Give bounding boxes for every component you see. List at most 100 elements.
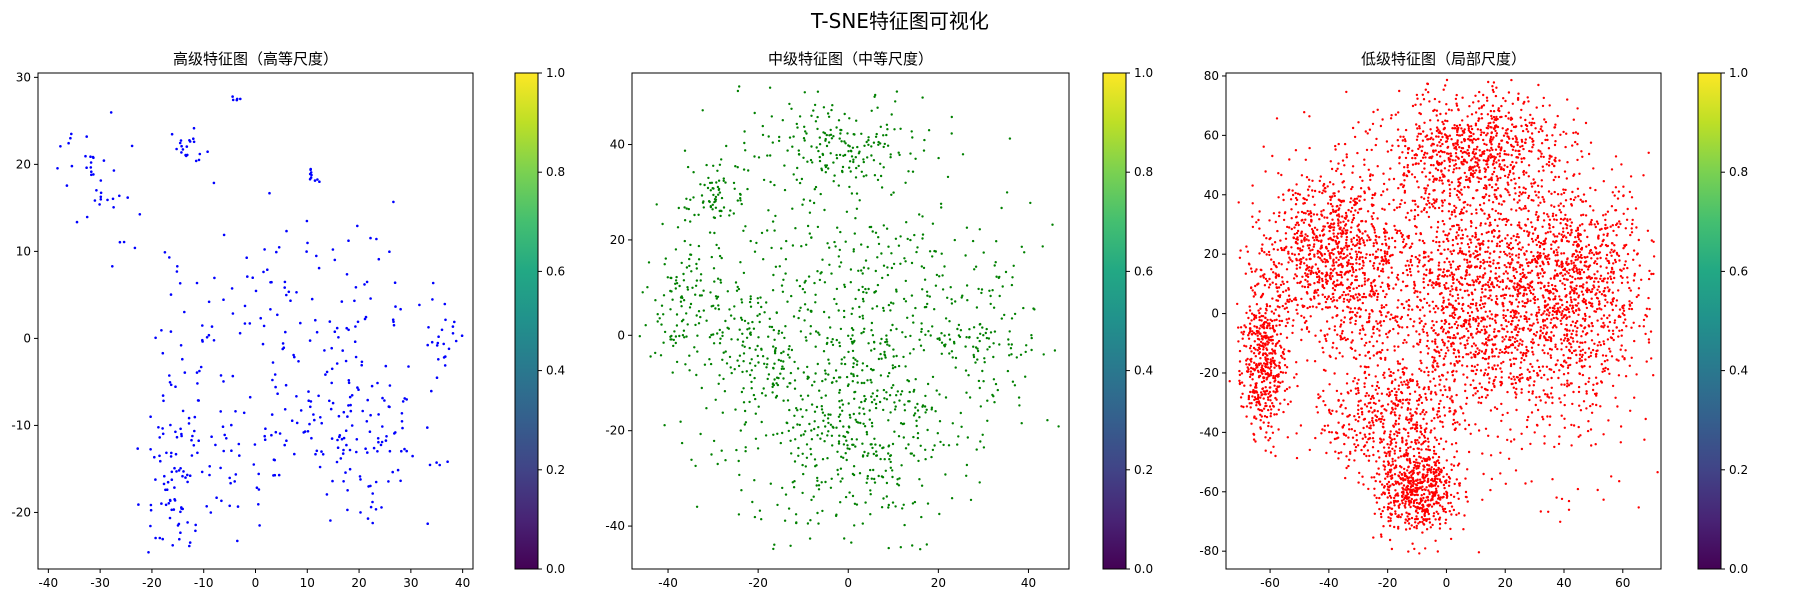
scatter-point [1422, 157, 1424, 159]
scatter-point [1389, 525, 1391, 527]
scatter-point [219, 467, 222, 470]
scatter-point [814, 104, 816, 106]
scatter-point [1571, 403, 1573, 405]
scatter-point [935, 250, 937, 252]
scatter-point [895, 394, 897, 396]
scatter-point [839, 389, 841, 391]
scatter-point [1239, 257, 1241, 259]
scatter-point [308, 423, 311, 426]
scatter-point [1237, 326, 1239, 328]
scatter-point [715, 198, 717, 200]
scatter-point [1372, 253, 1374, 255]
scatter-point [1022, 307, 1024, 309]
scatter-point [863, 267, 865, 269]
scatter-point [150, 504, 153, 507]
scatter-point [1543, 374, 1545, 376]
scatter-point [1315, 291, 1317, 293]
scatter-point [1414, 104, 1416, 106]
scatter-point [1260, 394, 1262, 396]
scatter-point [1336, 314, 1338, 316]
scatter-point [715, 399, 717, 401]
scatter-point [859, 422, 861, 424]
scatter-point [1376, 299, 1378, 301]
scatter-point [178, 538, 181, 541]
scatter-point [169, 424, 172, 427]
scatter-point [805, 339, 807, 341]
scatter-point [1626, 219, 1628, 221]
scatter-point [705, 164, 707, 166]
scatter-point [1434, 475, 1436, 477]
scatter-point [1425, 397, 1427, 399]
scatter-point [1430, 251, 1432, 253]
scatter-point [184, 476, 187, 479]
scatter-point [769, 326, 771, 328]
scatter-point [1558, 295, 1560, 297]
scatter-point [851, 192, 853, 194]
scatter-point [662, 313, 664, 315]
scatter-point [188, 422, 191, 425]
scatter-point [296, 422, 299, 425]
scatter-point [1314, 289, 1316, 291]
scatter-point [403, 448, 406, 451]
scatter-point [711, 256, 713, 258]
scatter-point [1373, 494, 1375, 496]
scatter-point [1567, 367, 1569, 369]
scatter-point [438, 464, 441, 467]
scatter-point [840, 261, 842, 263]
scatter-point [903, 257, 905, 259]
scatter-point [1364, 283, 1366, 285]
colorbar-tick-label: 0.0 [1134, 562, 1153, 576]
scatter-point [1338, 259, 1340, 261]
scatter-point [1493, 331, 1495, 333]
scatter-point [850, 541, 852, 543]
scatter-point [1498, 235, 1500, 237]
scatter-point [1462, 528, 1464, 530]
scatter-point [846, 132, 848, 134]
scatter-point [909, 391, 911, 393]
scatter-point [197, 439, 200, 442]
scatter-point [721, 450, 723, 452]
scatter-point [720, 281, 722, 283]
scatter-point [784, 520, 786, 522]
scatter-point [765, 394, 767, 396]
scatter-point [1432, 181, 1434, 183]
scatter-point [112, 198, 115, 201]
scatter-point [1272, 342, 1274, 344]
scatter-point [1538, 131, 1540, 133]
scatter-point [940, 203, 942, 205]
scatter-point [1510, 179, 1512, 181]
scatter-point [1638, 239, 1640, 241]
scatter-point [888, 345, 890, 347]
scatter-point [1570, 424, 1572, 426]
scatter-point [334, 259, 337, 262]
scatter-point [852, 341, 854, 343]
scatter-point [1275, 283, 1277, 285]
scatter-point [923, 267, 925, 269]
scatter-point [238, 454, 241, 457]
scatter-point [851, 444, 853, 446]
scatter-point [879, 458, 881, 460]
scatter-point [814, 420, 816, 422]
scatter-point [775, 396, 777, 398]
scatter-point [1423, 209, 1425, 211]
scatter-point [1340, 235, 1342, 237]
scatter-point [1605, 355, 1607, 357]
scatter-point [771, 115, 773, 117]
scatter-point [709, 231, 711, 233]
scatter-point [238, 443, 241, 446]
scatter-point [769, 318, 771, 320]
scatter-point [1419, 127, 1421, 129]
scatter-point [167, 481, 170, 484]
scatter-point [1496, 132, 1498, 134]
y-tick-label: 20 [610, 233, 625, 247]
scatter-point [1322, 225, 1324, 227]
scatter-point [1303, 262, 1305, 264]
scatter-point [1543, 118, 1545, 120]
scatter-point [1458, 184, 1460, 186]
scatter-point [1334, 451, 1336, 453]
scatter-point [876, 133, 878, 135]
scatter-point [1386, 231, 1388, 233]
scatter-point [1496, 284, 1498, 286]
scatter-point [720, 158, 722, 160]
